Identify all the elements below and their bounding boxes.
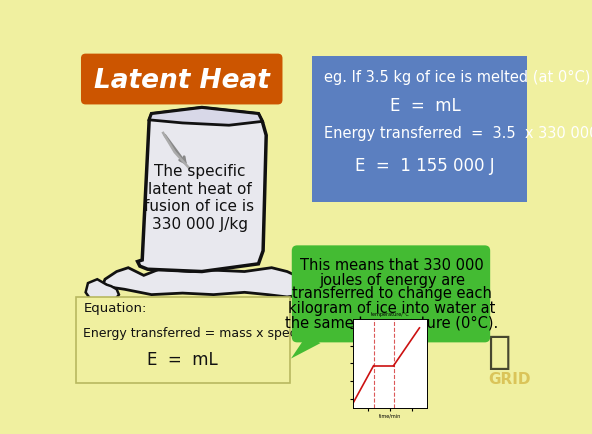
Text: Energy transferred = mass x specific latent heat: Energy transferred = mass x specific lat…: [83, 327, 388, 340]
Text: This means that 330 000: This means that 330 000: [300, 258, 484, 273]
Text: Latent Heat: Latent Heat: [94, 68, 270, 94]
Text: 330 000 J/kg: 330 000 J/kg: [152, 217, 247, 232]
Text: E  =  1 155 000 J: E = 1 155 000 J: [355, 157, 495, 175]
FancyBboxPatch shape: [76, 297, 290, 383]
Text: joules of energy are: joules of energy are: [318, 273, 465, 287]
Polygon shape: [86, 279, 119, 305]
FancyBboxPatch shape: [292, 245, 490, 342]
Text: eg. If 3.5 kg of ice is melted (at 0°C): eg. If 3.5 kg of ice is melted (at 0°C): [324, 70, 591, 85]
Text: latent heat of: latent heat of: [147, 182, 252, 197]
Text: 🤖: 🤖: [487, 333, 510, 372]
FancyBboxPatch shape: [312, 56, 527, 202]
Polygon shape: [295, 276, 320, 300]
Text: E  =  mL: E = mL: [390, 97, 461, 115]
FancyBboxPatch shape: [81, 54, 282, 105]
Polygon shape: [149, 108, 262, 125]
Polygon shape: [137, 108, 266, 272]
Title: temperature/°C: temperature/°C: [371, 312, 409, 317]
Text: GRID: GRID: [488, 372, 531, 387]
Text: Equation:: Equation:: [83, 302, 147, 315]
Text: Energy transferred  =  3.5  x 330 000: Energy transferred = 3.5 x 330 000: [324, 126, 592, 141]
X-axis label: time/min: time/min: [379, 414, 401, 418]
Text: transferred to change each: transferred to change each: [292, 286, 492, 301]
Text: The specific: The specific: [154, 164, 245, 179]
Text: fusion of ice is: fusion of ice is: [144, 199, 255, 214]
Text: E  =  mL: E = mL: [147, 351, 218, 369]
Text: the same temperature (0°C).: the same temperature (0°C).: [285, 316, 498, 331]
Polygon shape: [291, 335, 320, 358]
Polygon shape: [104, 268, 307, 297]
Text: kilogram of ice into water at: kilogram of ice into water at: [288, 301, 496, 316]
